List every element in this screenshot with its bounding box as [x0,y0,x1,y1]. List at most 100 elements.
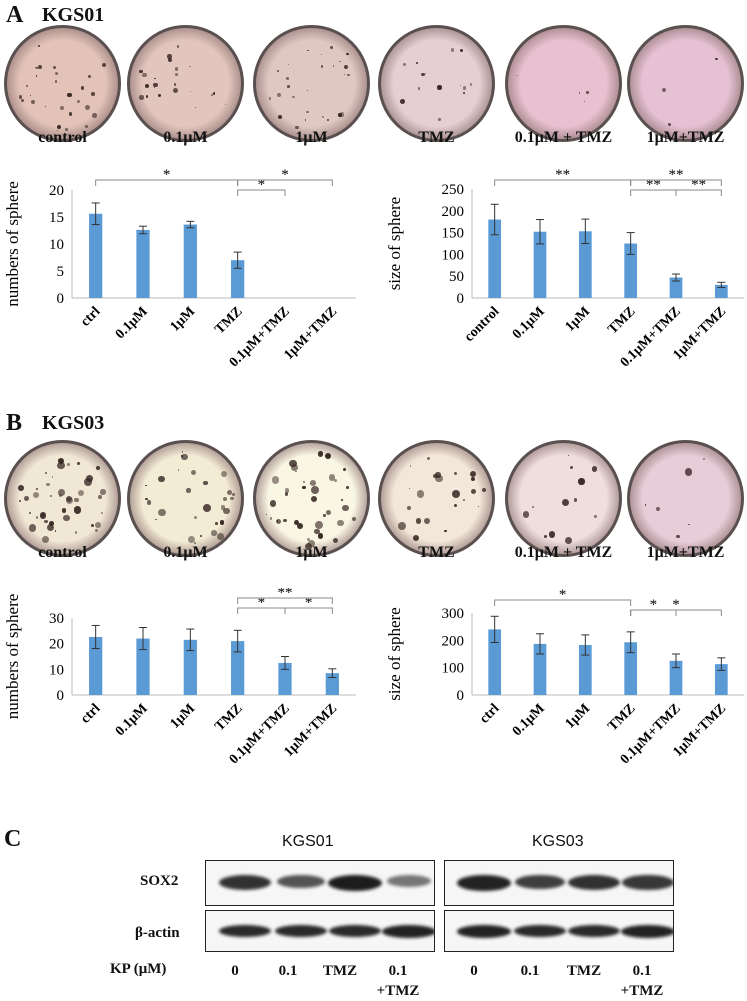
sphere-dot [33,492,40,498]
sphere-dot [199,535,202,538]
blot-band [382,925,434,938]
blot-band [621,925,673,938]
sphere-dot [181,453,188,461]
sphere-dot [326,510,331,516]
sphere-dot [75,531,78,534]
panel-a-letter: A [6,2,24,28]
sphere-dot [406,505,411,510]
sphere-dot [145,95,148,98]
sphere-dot [308,539,316,548]
x-tick-label: ctrl [477,701,503,727]
sphere-dot [54,71,58,75]
sphere-dot [35,66,39,69]
sphere-dot [271,476,280,484]
sphere-dot [221,505,226,510]
lane-label: TMZ [322,963,358,979]
sphere-dot [290,464,298,472]
sphere-dot [21,99,25,103]
blot-band [328,875,382,891]
sphere-dot [344,74,346,76]
sphere-dot [193,541,197,545]
sphere-dot [321,116,324,119]
well-label-a-0: control [38,129,87,146]
x-tick-label: 0.1μM [510,701,548,739]
significance-label: ** [669,168,684,183]
lane-label: 0 [231,963,239,979]
sphere-dot [292,95,295,99]
bar-1 [533,643,547,695]
y-tick-label: 250 [442,182,465,198]
x-tick-label: TMZ [212,701,245,734]
sphere-dot [101,511,104,514]
sphere-dot [56,124,62,130]
y-tick-label: 200 [442,204,465,220]
sphere-dot [311,485,319,494]
sphere-dot [288,64,290,66]
blot-band [568,875,620,891]
y-tick-label: 100 [442,247,465,263]
sphere-dot [469,83,473,86]
bar-0 [89,636,103,695]
sphere-dot [307,89,309,92]
sphere-dot [24,496,30,502]
sphere-dot [400,99,405,104]
sphere-dot [330,46,334,50]
significance-bracket [675,189,722,196]
bar-3 [231,260,245,298]
sphere-dot [416,61,419,64]
sphere-dot [668,123,672,126]
panel-c-letter: C [4,826,22,852]
sphere-dot [187,535,196,543]
sphere-dot [265,513,268,515]
sphere-dot [346,486,349,489]
bar-5 [714,284,728,298]
sphere-dot [153,82,158,88]
sphere-dot [676,534,680,538]
sphere-dot [157,93,161,98]
sphere-dot [304,543,312,551]
y-axis-label: size of sphere [385,197,404,290]
sphere-dot [203,504,212,513]
sphere-dot [227,490,233,496]
sphere-dot [269,517,273,520]
sphere-dot [321,53,323,56]
significance-label: ** [646,177,661,193]
sphere-dot [36,488,38,491]
sphere-dot [337,520,344,527]
sphere-dot [320,65,324,68]
sphere-dot [437,85,442,90]
y-tick-label: 30 [49,611,64,627]
sphere-dot [469,470,477,478]
sphere-dot [54,80,58,83]
sphere-dot [314,521,323,530]
well-a-4 [505,25,622,142]
sphere-dot [98,495,103,499]
sphere-dot [302,485,306,490]
y-tick-label: 200 [442,633,465,649]
sphere-dot [333,479,337,483]
sphere-dot [174,73,178,76]
y-tick-label: 100 [442,661,465,677]
sphere-dot [37,64,42,69]
blot-row-actin: β-actin [135,925,180,941]
sphere-dot [66,495,73,502]
well-b-3 [378,440,495,557]
sphere-dot [432,474,438,479]
sphere-dot [574,498,578,502]
sphere-dot [216,532,224,541]
sphere-dot [344,64,349,69]
significance-label: * [281,168,289,183]
sphere-dot [41,536,49,544]
significance-bracket [237,179,333,186]
well-label-a-3: TMZ [418,129,455,146]
bar-0 [488,219,502,298]
sphere-dot [437,117,441,121]
significance-label: * [163,168,171,183]
sphere-dot [342,467,346,472]
sphere-dot [65,128,69,131]
well-b-5 [627,440,744,557]
sphere-dot [585,91,589,95]
sphere-dot [413,535,420,542]
sphere-dot [26,85,28,87]
